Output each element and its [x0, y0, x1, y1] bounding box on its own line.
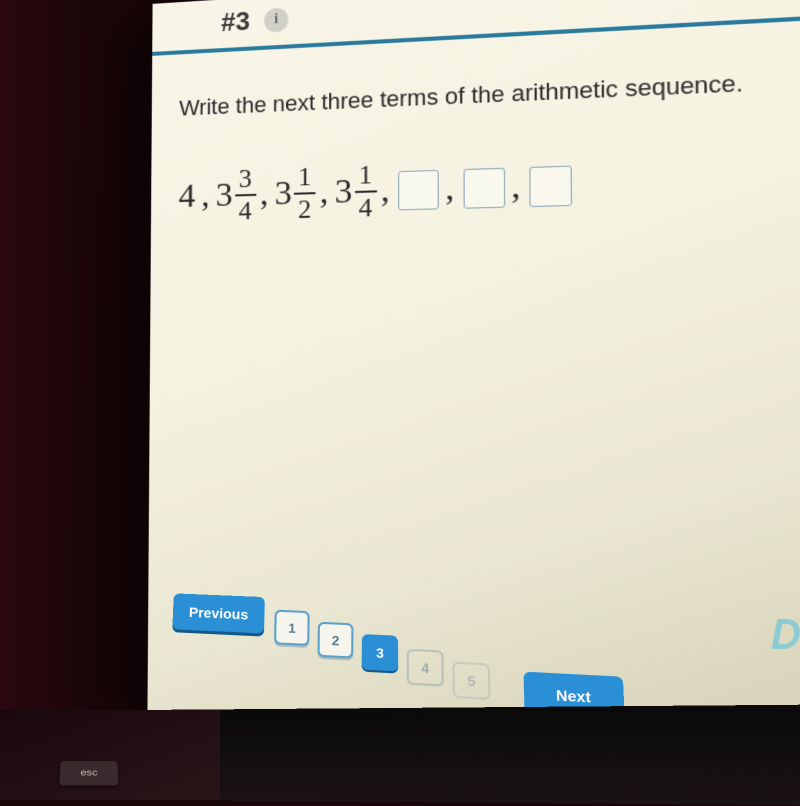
answer-blank[interactable] — [398, 170, 439, 211]
esc-key[interactable]: esc — [59, 761, 118, 786]
sequence-term: 3 1 4 — [335, 161, 377, 222]
answer-blank[interactable] — [529, 165, 572, 206]
ambient-left-shadow — [0, 0, 160, 800]
page-button-2[interactable]: 2 — [318, 622, 354, 659]
separator: , — [260, 175, 269, 214]
fraction-denominator: 2 — [294, 194, 316, 223]
sequence-term: 3 1 2 — [274, 163, 315, 223]
answer-blank[interactable] — [463, 168, 505, 209]
question-number-row: #3 i — [221, 3, 288, 38]
previous-button[interactable]: Previous — [172, 593, 265, 633]
fraction-denominator: 4 — [235, 196, 256, 225]
term-whole: 3 — [335, 172, 353, 211]
fraction-denominator: 4 — [354, 192, 376, 221]
laptop-bezel — [140, 704, 800, 806]
separator: , — [445, 169, 454, 209]
term-whole: 3 — [275, 174, 292, 213]
question-number: #3 — [221, 6, 250, 39]
fraction-numerator: 1 — [354, 161, 376, 192]
term-fraction: 1 4 — [354, 161, 376, 221]
separator: , — [320, 173, 329, 212]
brand-logo: D — [771, 610, 799, 660]
keyboard-edge — [0, 710, 220, 800]
term-whole: 3 — [216, 176, 233, 215]
page-buttons: 1 2 3 4 5 — [273, 598, 491, 701]
page-button-3[interactable]: 3 — [362, 634, 398, 671]
fraction-numerator: 3 — [235, 165, 256, 196]
fraction-numerator: 1 — [294, 163, 316, 194]
term-fraction: 1 2 — [294, 163, 316, 223]
separator: , — [511, 167, 521, 207]
question-prompt: Write the next three terms of the arithm… — [179, 61, 800, 125]
sequence-term: 3 3 4 — [216, 165, 256, 224]
sequence-term: 4 — [178, 177, 197, 215]
term-fraction: 3 4 — [235, 165, 256, 224]
page-button-1[interactable]: 1 — [274, 610, 310, 646]
info-icon[interactable]: i — [264, 7, 288, 32]
pagination-bar: Previous 1 2 3 4 5 Next — [170, 593, 625, 721]
term-whole: 4 — [178, 177, 195, 215]
sequence-expression: 4 , 3 3 4 , 3 1 2 , 3 — [178, 144, 800, 226]
page-button-5[interactable]: 5 — [453, 662, 491, 701]
laptop-screen: #3 i Write the next three terms of the a… — [147, 0, 800, 774]
separator: , — [201, 177, 210, 215]
separator: , — [381, 171, 390, 210]
page-button-4[interactable]: 4 — [407, 649, 444, 687]
